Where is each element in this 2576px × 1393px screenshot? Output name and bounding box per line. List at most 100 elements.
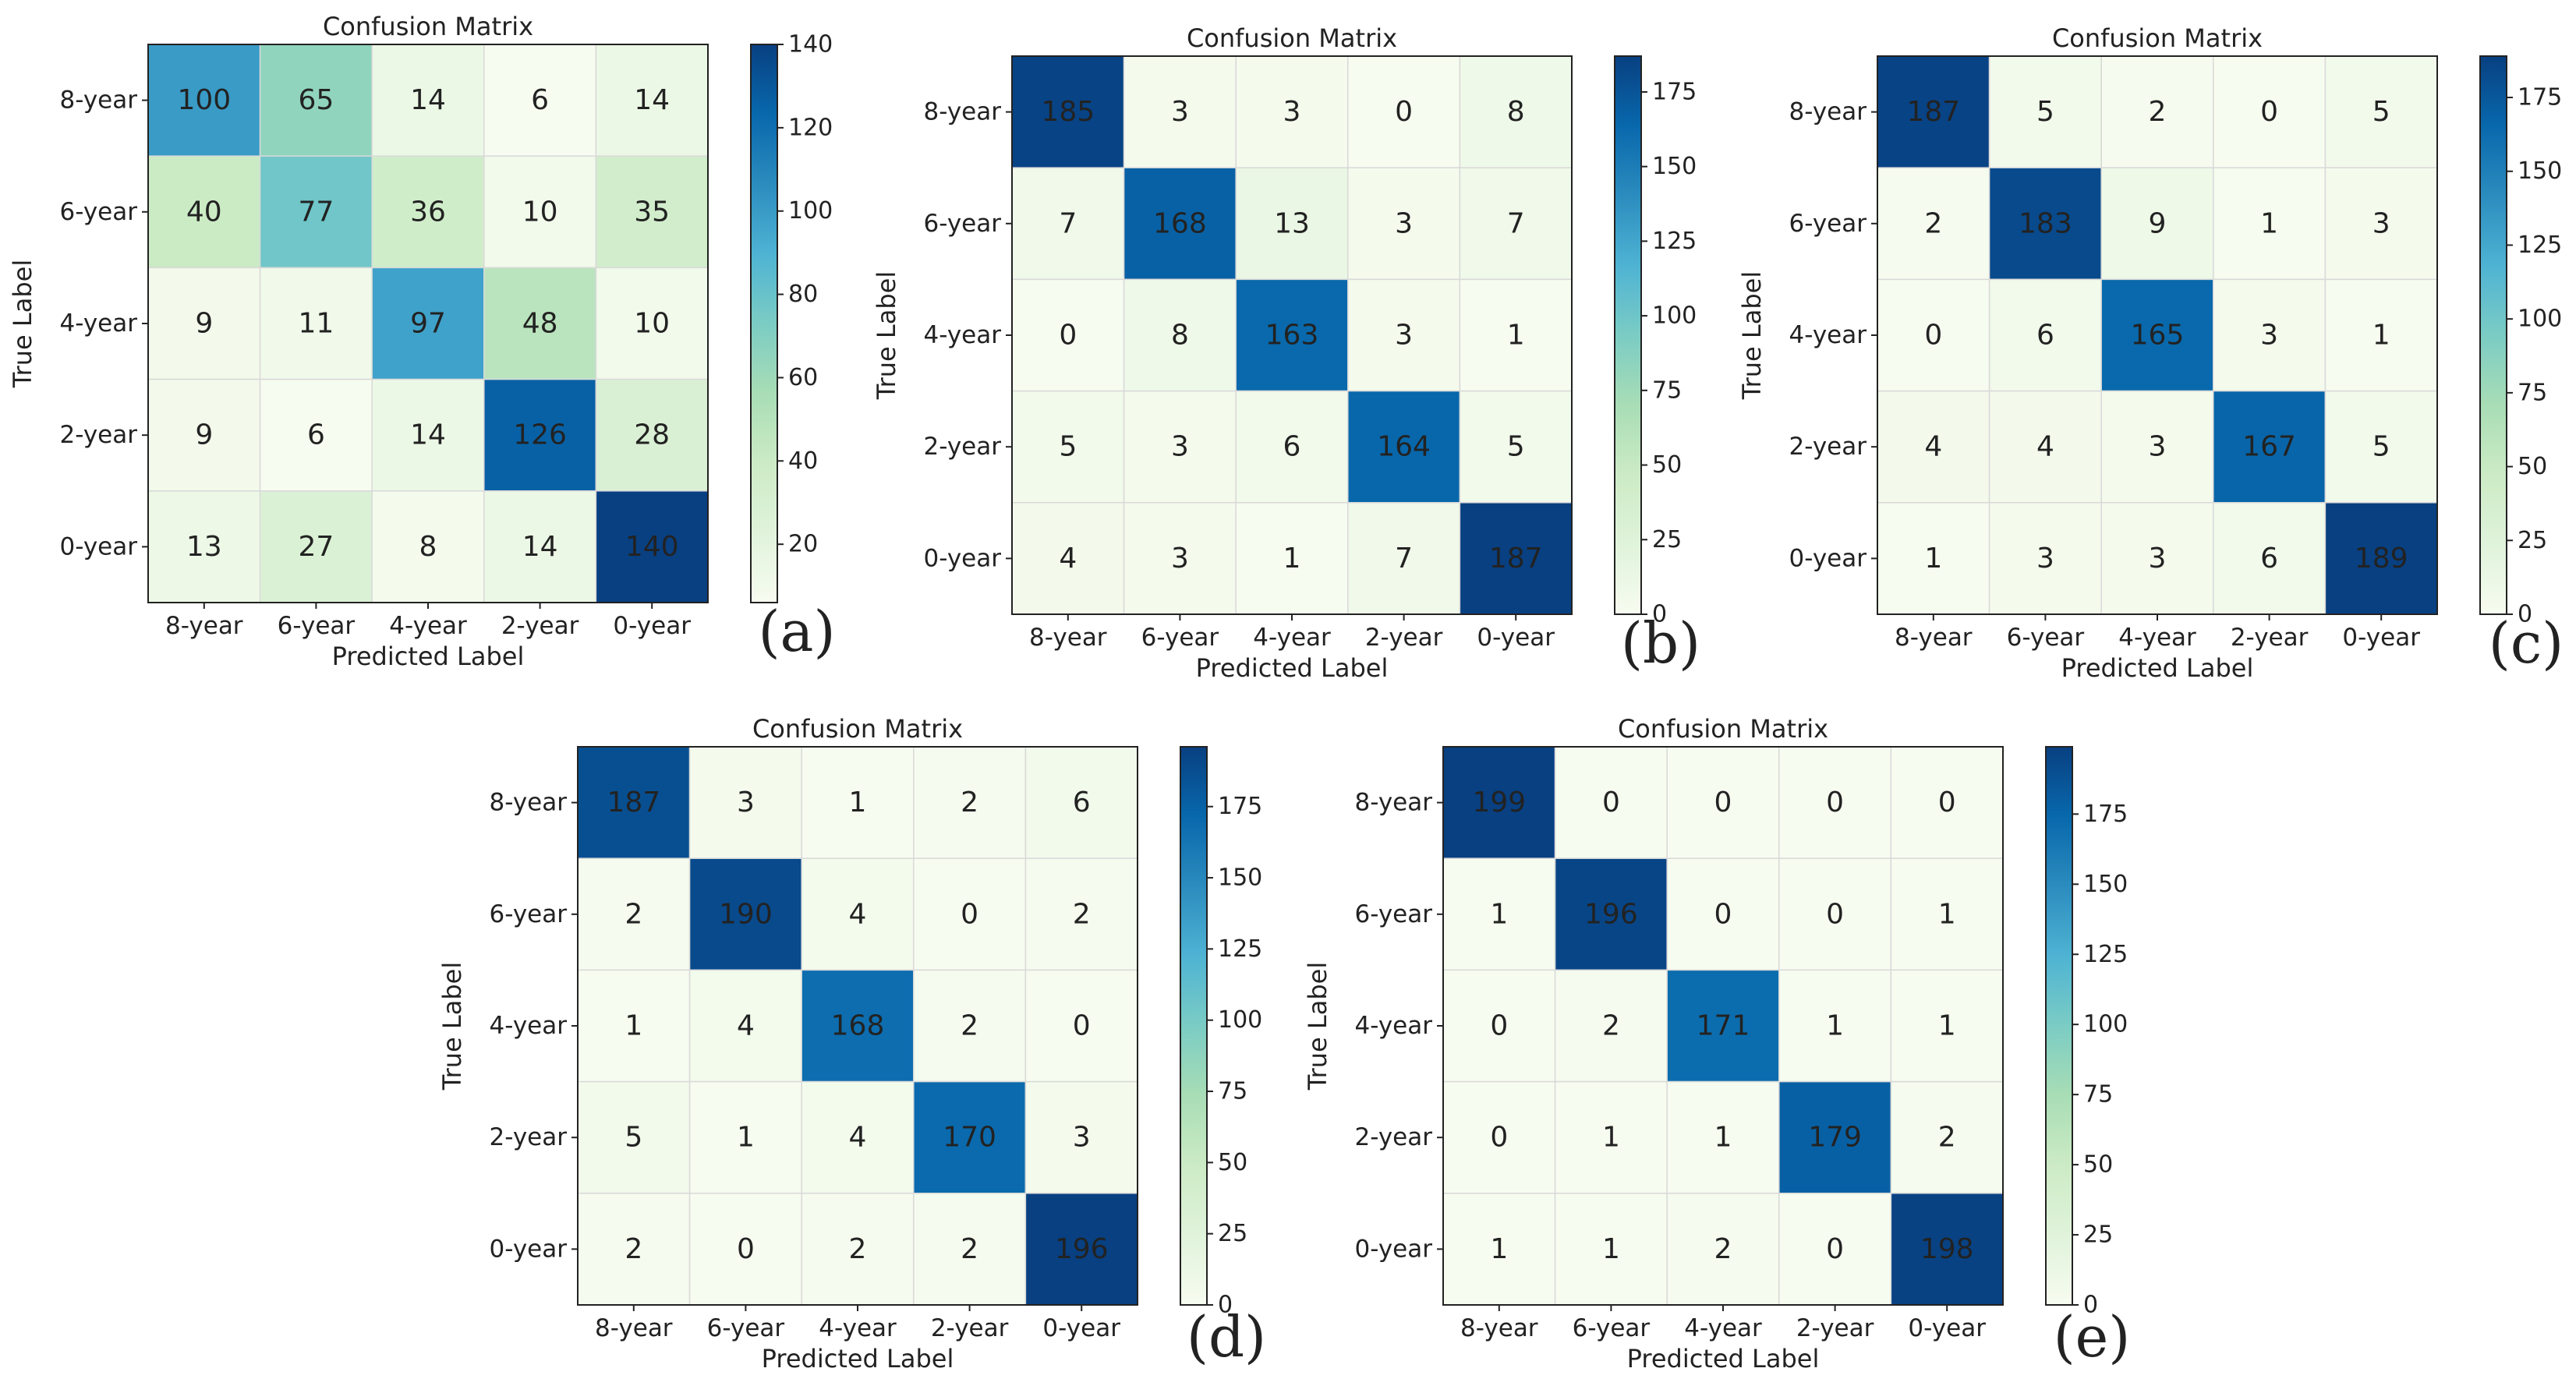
colorbar-tick-label: 100 bbox=[1652, 302, 1697, 330]
heatmap-cell bbox=[371, 155, 485, 269]
cell-value-label: 5 bbox=[2373, 431, 2390, 463]
cell-value-label: 0 bbox=[1059, 320, 1077, 352]
cell-value-label: 190 bbox=[719, 898, 773, 930]
heatmap-cell bbox=[1442, 746, 1556, 859]
heatmap-cell bbox=[371, 490, 485, 603]
heatmap-cell bbox=[1890, 969, 2004, 1083]
y-tick-label: 6-year bbox=[59, 198, 137, 226]
heatmap-cell bbox=[1890, 1080, 2004, 1194]
heatmap-cell bbox=[1123, 55, 1237, 168]
heatmap-cell bbox=[801, 969, 915, 1083]
cell-value-label: 1 bbox=[625, 1010, 642, 1042]
cell-value-label: 14 bbox=[522, 531, 558, 563]
y-axis-label: True Label bbox=[1737, 271, 1767, 400]
x-tick-label: 4-year bbox=[819, 1314, 897, 1342]
x-tick-label: 4-year bbox=[1253, 624, 1331, 652]
cell-value-label: 2 bbox=[625, 1233, 642, 1265]
cell-value-label: 48 bbox=[522, 308, 558, 340]
cell-value-label: 1 bbox=[1924, 543, 1942, 575]
heatmap-cell bbox=[1024, 857, 1138, 971]
heatmap-cell bbox=[1890, 857, 2004, 971]
x-tick-label: 8-year bbox=[1895, 624, 1973, 652]
heatmap-cell bbox=[2213, 502, 2327, 615]
y-tick-label: 0-year bbox=[923, 544, 1001, 572]
x-tick-label: 6-year bbox=[2007, 624, 2085, 652]
y-axis-label: True Label bbox=[872, 271, 901, 400]
cell-value-label: 4 bbox=[849, 1122, 867, 1154]
x-tick-label: 2-year bbox=[931, 1314, 1009, 1342]
heatmap-cell bbox=[688, 1080, 802, 1194]
cell-value-label: 189 bbox=[2355, 543, 2408, 575]
cell-value-label: 3 bbox=[1171, 431, 1189, 463]
cell-value-label: 3 bbox=[2036, 543, 2054, 575]
x-tick-label: 2-year bbox=[1796, 1314, 1874, 1342]
y-tick-label: 0-year bbox=[1354, 1235, 1432, 1263]
chart-title: Confusion Matrix bbox=[1618, 714, 1828, 744]
cell-value-label: 199 bbox=[1472, 787, 1526, 818]
cell-value-label: 97 bbox=[410, 308, 446, 340]
chart-title: Confusion Matrix bbox=[1187, 23, 1397, 53]
y-tick-label: 4-year bbox=[59, 309, 137, 338]
cell-value-label: 9 bbox=[195, 308, 213, 340]
cell-value-label: 40 bbox=[186, 196, 222, 228]
colorbar-tick-label: 75 bbox=[1218, 1078, 1247, 1105]
heatmap-cell bbox=[801, 1193, 915, 1306]
colorbar-tick-label: 150 bbox=[2518, 157, 2562, 185]
colorbar-tick-label: 25 bbox=[2518, 527, 2547, 554]
heatmap-cell bbox=[1235, 55, 1349, 168]
colorbar-tick-label: 75 bbox=[1652, 377, 1682, 404]
cell-value-label: 3 bbox=[2149, 543, 2167, 575]
colorbar-tick-label: 25 bbox=[1218, 1220, 1247, 1247]
cell-value-label: 1 bbox=[1602, 1233, 1620, 1265]
panel-label: (b) bbox=[1621, 610, 1700, 676]
cell-value-label: 0 bbox=[1073, 1010, 1091, 1042]
cell-value-label: 179 bbox=[1808, 1122, 1862, 1154]
cell-value-label: 77 bbox=[298, 196, 334, 228]
heatmap-cell bbox=[595, 490, 709, 603]
x-axis-label: Predicted Label bbox=[762, 1344, 954, 1374]
heatmap-cell bbox=[1347, 167, 1461, 281]
heatmap-cell bbox=[1442, 1080, 1556, 1194]
colorbar-tick-label: 25 bbox=[2083, 1222, 2113, 1249]
cell-value-label: 4 bbox=[849, 898, 867, 930]
heatmap-cell bbox=[913, 969, 1027, 1083]
heatmap-cell bbox=[1988, 502, 2102, 615]
heatmap-cell bbox=[2324, 167, 2438, 281]
heatmap-cell bbox=[2100, 390, 2214, 504]
cell-value-label: 5 bbox=[1059, 431, 1077, 463]
heatmap-cell bbox=[1988, 390, 2102, 504]
cell-value-label: 6 bbox=[2260, 543, 2278, 575]
cell-value-label: 0 bbox=[1826, 898, 1844, 930]
heatmap-cell bbox=[913, 857, 1027, 971]
cell-value-label: 163 bbox=[1265, 320, 1319, 352]
heatmap-cell bbox=[147, 155, 261, 269]
cell-value-label: 1 bbox=[2260, 207, 2278, 239]
x-tick-label: 2-year bbox=[501, 612, 579, 640]
cell-value-label: 187 bbox=[607, 787, 660, 818]
cell-value-label: 1 bbox=[1938, 898, 1956, 930]
heatmap-cell bbox=[577, 969, 691, 1083]
cell-value-label: 5 bbox=[1507, 431, 1525, 463]
colorbar bbox=[2479, 55, 2507, 615]
colorbar-tick-label: 125 bbox=[1652, 228, 1697, 255]
cell-value-label: 1 bbox=[849, 787, 867, 818]
heatmap-cell bbox=[1442, 857, 1556, 971]
cell-value-label: 6 bbox=[1073, 787, 1091, 818]
colorbar-tick-label: 100 bbox=[1218, 1006, 1262, 1034]
cell-value-label: 0 bbox=[1714, 787, 1732, 818]
heatmap-cell bbox=[1235, 502, 1349, 615]
cell-value-label: 5 bbox=[2373, 96, 2390, 128]
colorbar bbox=[2045, 746, 2073, 1306]
heatmap-cell bbox=[2213, 167, 2327, 281]
y-tick-label: 4-year bbox=[1354, 1012, 1432, 1040]
heatmap-cell bbox=[371, 378, 485, 492]
cell-value-label: 8 bbox=[419, 531, 437, 563]
cell-value-label: 3 bbox=[1171, 543, 1189, 575]
heatmap-cell bbox=[1347, 502, 1461, 615]
heatmap-cell bbox=[2100, 167, 2214, 281]
x-tick-label: 2-year bbox=[2231, 624, 2309, 652]
y-tick-label: 4-year bbox=[923, 321, 1001, 349]
colorbar-tick-label: 50 bbox=[1218, 1149, 1247, 1176]
y-tick-label: 8-year bbox=[923, 98, 1001, 126]
cell-value-label: 13 bbox=[186, 531, 222, 563]
